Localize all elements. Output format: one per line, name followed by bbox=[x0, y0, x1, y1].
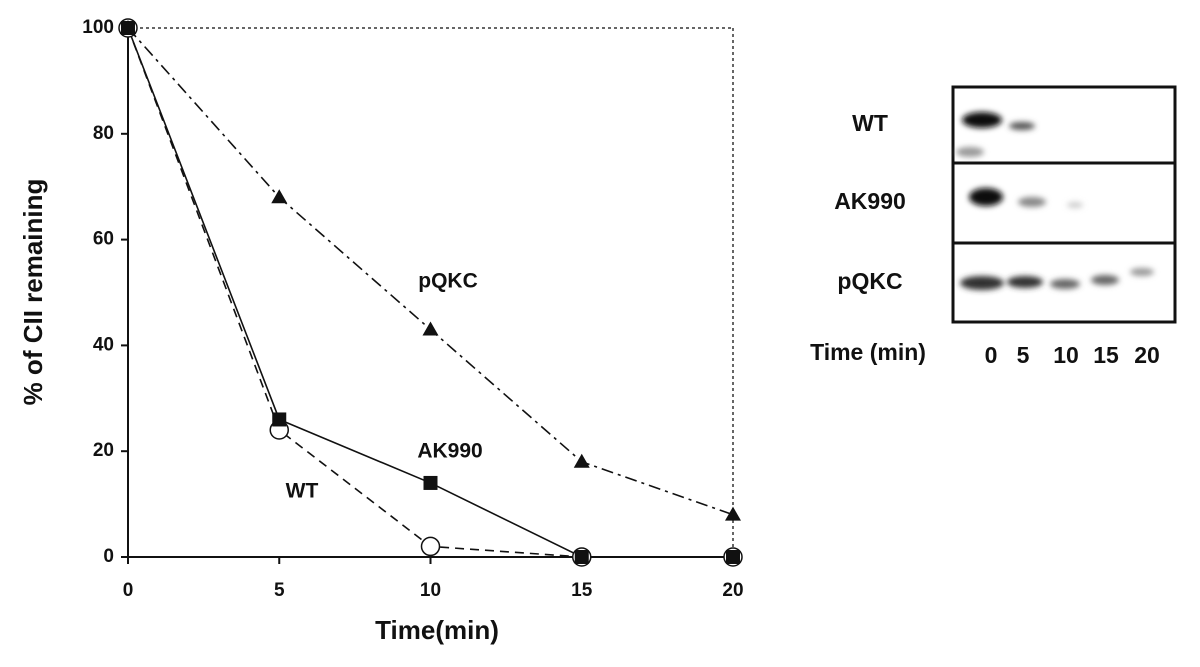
marker bbox=[271, 189, 288, 204]
x-tick-label: 20 bbox=[722, 580, 743, 601]
marker bbox=[573, 453, 590, 468]
series-label: pQKC bbox=[418, 270, 478, 293]
marker bbox=[423, 475, 438, 490]
y-tick-label: 0 bbox=[103, 546, 114, 567]
y-tick-label: 40 bbox=[93, 334, 114, 355]
x-tick-label: 0 bbox=[123, 580, 134, 601]
y-tick-label: 20 bbox=[93, 440, 114, 461]
marker bbox=[420, 536, 441, 557]
series-label: AK990 bbox=[417, 440, 482, 463]
gel-lanes-title: Time (min) bbox=[810, 339, 926, 365]
marker bbox=[422, 321, 439, 336]
marker bbox=[574, 550, 589, 564]
marker bbox=[120, 20, 136, 34]
y-axis-title: % of CII remaining bbox=[18, 179, 48, 406]
gel-image bbox=[951, 85, 1177, 324]
y-tick-label: 80 bbox=[93, 123, 114, 144]
gel-lane-label: 0 bbox=[985, 342, 998, 368]
marker bbox=[272, 412, 287, 427]
gel-row-label: pQKC bbox=[837, 268, 902, 294]
gel-row-label: WT bbox=[852, 110, 888, 136]
gel-lane-label: 20 bbox=[1134, 342, 1160, 368]
x-tick-label: 10 bbox=[420, 580, 441, 601]
gel-row-label: AK990 bbox=[834, 188, 906, 214]
gel-lane-label: 15 bbox=[1093, 342, 1119, 368]
series-label: WT bbox=[286, 480, 319, 503]
x-tick-label: 15 bbox=[571, 580, 593, 601]
marker bbox=[725, 506, 741, 521]
gel-lane-label: 5 bbox=[1017, 342, 1030, 368]
gel-labels: WT AK990 pQKC Time (min) 0 5 10 15 20 bbox=[810, 110, 1160, 368]
x-axis-title: Time(min) bbox=[375, 615, 499, 645]
marker bbox=[726, 550, 740, 564]
gel-lane-label: 10 bbox=[1053, 342, 1079, 368]
x-tick-label: 5 bbox=[274, 580, 285, 601]
y-tick-label: 60 bbox=[93, 229, 114, 250]
y-tick-label: 100 bbox=[82, 17, 114, 38]
